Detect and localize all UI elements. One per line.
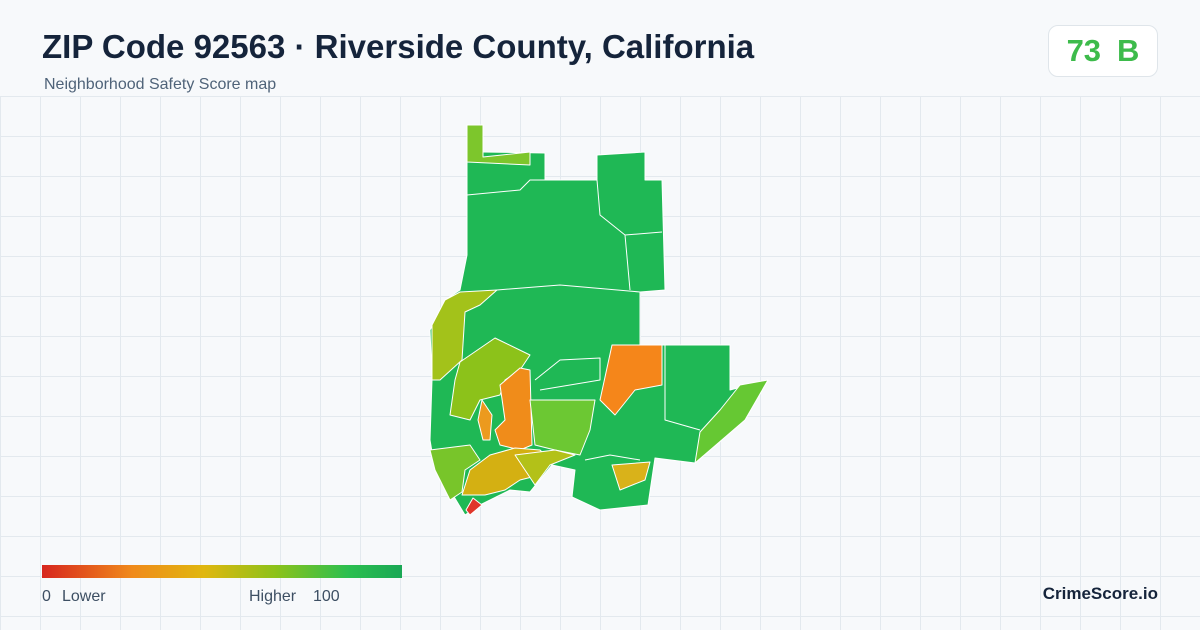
title: ZIP Code 92563 · Riverside County, Calif… xyxy=(42,28,755,65)
subtitle: Neighborhood Safety Score map xyxy=(44,76,277,93)
region-border xyxy=(496,284,641,293)
region xyxy=(466,124,531,166)
legend-min-label: Lower xyxy=(62,588,106,605)
region xyxy=(694,379,769,464)
region xyxy=(429,444,481,501)
region-border xyxy=(466,179,545,196)
score-grade: B xyxy=(1117,33,1140,68)
region xyxy=(429,124,769,516)
legend-max: 100 xyxy=(313,588,340,605)
score-value: 73 xyxy=(1066,33,1102,68)
region xyxy=(477,399,493,441)
region-border xyxy=(584,454,641,461)
legend-max-label: Higher xyxy=(249,588,297,605)
region-border xyxy=(664,345,701,431)
region-border xyxy=(624,231,663,236)
legend-min: 0 xyxy=(42,588,51,605)
region-border xyxy=(534,357,601,391)
score-badge: 73 B xyxy=(1048,25,1158,77)
region xyxy=(599,344,663,416)
region xyxy=(514,449,576,486)
region xyxy=(431,289,498,381)
region xyxy=(449,337,531,421)
brand: CrimeScore.io xyxy=(1042,584,1158,603)
legend-gradient xyxy=(42,565,402,578)
region xyxy=(465,497,483,516)
region xyxy=(529,399,596,456)
region-border xyxy=(596,179,631,291)
region xyxy=(611,461,651,491)
